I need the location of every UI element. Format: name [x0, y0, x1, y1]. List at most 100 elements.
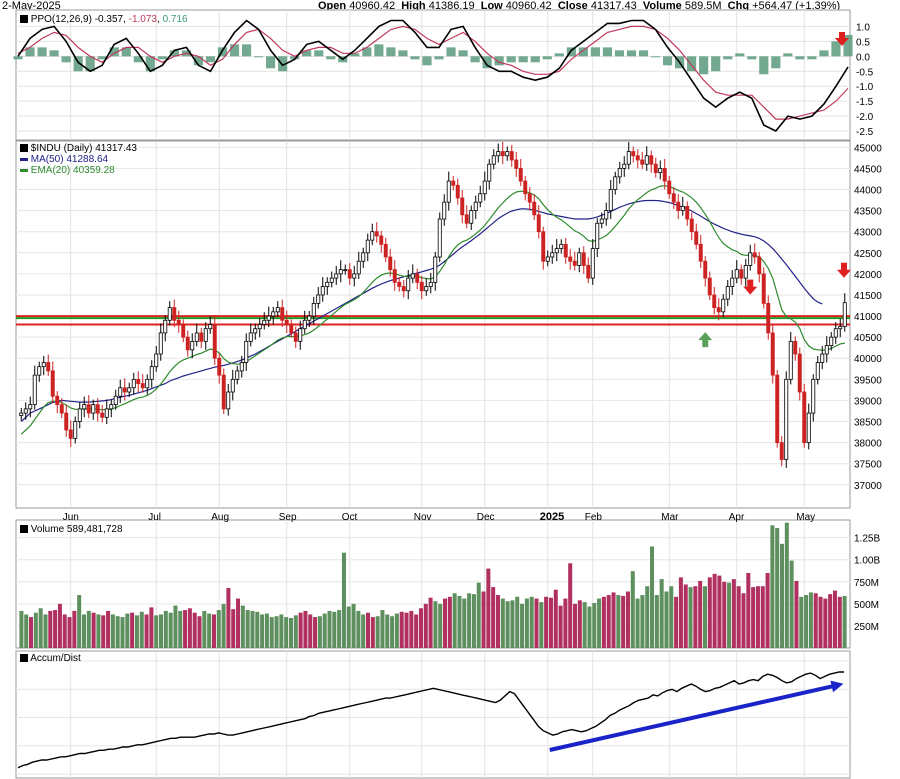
price-y-tick-label: 44000	[854, 186, 882, 197]
ppo-histogram-bar	[97, 56, 107, 60]
ppo-y-tick-label: -2.0	[856, 112, 874, 123]
volume-bar	[106, 610, 111, 648]
volume-bar	[568, 563, 573, 648]
volume-bar	[486, 568, 491, 648]
ema20-legend: EMA(20) 40359.28	[20, 165, 115, 176]
volume-legend: Volume 589,481,728	[20, 524, 123, 535]
candle-body	[19, 412, 24, 417]
candle-body	[406, 277, 411, 292]
candle-body	[518, 168, 523, 182]
volume-bar	[38, 608, 43, 648]
volume-y-tick-label: 250M	[854, 622, 879, 633]
candle-body	[806, 412, 811, 444]
volume-bar	[57, 603, 62, 648]
volume-bar	[250, 610, 255, 648]
candle-body	[392, 269, 397, 283]
volume-y-tick-label: 1.25B	[854, 534, 880, 545]
volume-bar	[269, 617, 274, 648]
volume-bar	[688, 587, 693, 648]
breakdown-down-arrow-icon	[743, 279, 758, 295]
candle-body	[626, 151, 631, 165]
volume-bar	[337, 610, 342, 648]
candle-body	[50, 370, 55, 397]
volume-bar	[245, 610, 250, 648]
volume-bar	[380, 610, 385, 648]
volume-bar	[423, 603, 428, 648]
x-tick-label: Apr	[729, 512, 745, 523]
candle-body	[649, 155, 654, 165]
candle-body	[541, 231, 546, 262]
volume-bar	[101, 615, 106, 648]
volume-bar	[524, 598, 529, 648]
candle-body	[253, 328, 258, 334]
low-value: 40960.42	[505, 0, 552, 12]
price-y-tick-label: 40000	[854, 354, 882, 365]
x-tick-label: Feb	[585, 512, 603, 523]
candle-body	[109, 404, 114, 410]
volume-bar	[53, 610, 58, 648]
candle-body	[815, 362, 820, 380]
volume-bar	[255, 611, 260, 648]
chg-value: +564.47 (+1.39%)	[752, 0, 841, 12]
volume-bar	[192, 612, 197, 648]
candle-body	[158, 332, 163, 355]
price-y-tick-label: 38000	[854, 439, 882, 450]
ema20-line	[20, 185, 845, 435]
candle-body	[32, 374, 37, 406]
candle-body	[743, 265, 748, 279]
ppo-legend-v1: -0.357	[94, 14, 124, 25]
ma50-legend-swatch	[20, 157, 28, 161]
ppo-histogram-bar	[374, 44, 384, 57]
volume-bar	[683, 584, 688, 648]
volume-bar	[24, 614, 29, 648]
ppo-histogram-bar	[145, 56, 155, 72]
candle-body	[604, 210, 609, 220]
candle-body	[271, 311, 276, 317]
volume-bar	[693, 586, 698, 648]
candle-body	[671, 193, 676, 203]
candle-body	[55, 395, 60, 406]
candle-body	[397, 281, 402, 287]
volume-bar	[558, 605, 563, 648]
candle-body	[131, 378, 136, 389]
ppo-histogram-bar	[819, 50, 829, 57]
volume-bar	[544, 596, 549, 648]
ppo-line	[17, 19, 849, 132]
ppo-legend: PPO(12,26,9) -0.357, -1.073, 0.716	[20, 14, 188, 25]
volume-bar	[91, 612, 96, 648]
volume-bar	[760, 586, 765, 648]
candle-body	[581, 252, 586, 266]
candle-body	[82, 404, 87, 410]
ppo-histogram-bar	[843, 34, 853, 57]
candle-body	[824, 345, 829, 355]
candle-body	[707, 277, 712, 296]
volume-bar	[48, 610, 53, 648]
volume-bar	[476, 582, 481, 648]
candle-body	[113, 395, 118, 406]
candle-body	[622, 163, 627, 169]
volume-bar	[741, 593, 746, 648]
volume-bar	[134, 615, 139, 648]
candle-body	[37, 366, 42, 376]
volume-bar	[698, 580, 703, 648]
volume-bar	[187, 608, 192, 648]
price-y-tick-label: 37500	[854, 460, 882, 471]
candle-body	[640, 159, 645, 165]
volume-bar	[462, 598, 467, 648]
ppo-histogram-bar	[85, 56, 95, 72]
candle-body	[352, 273, 357, 279]
header-quote: Open 40960.42 High 41386.19 Low 40960.42…	[318, 0, 840, 13]
candle-body	[748, 252, 753, 266]
candle-body	[41, 362, 46, 368]
candle-body	[199, 332, 204, 342]
volume-bar	[293, 615, 298, 648]
volume-bar	[264, 613, 269, 648]
volume-bar	[553, 589, 558, 648]
candle-body	[689, 218, 694, 233]
volume-bar	[96, 614, 101, 648]
candle-body	[685, 205, 690, 220]
candle-body	[559, 243, 564, 249]
volume-bar	[414, 614, 419, 648]
candle-body	[334, 273, 339, 279]
